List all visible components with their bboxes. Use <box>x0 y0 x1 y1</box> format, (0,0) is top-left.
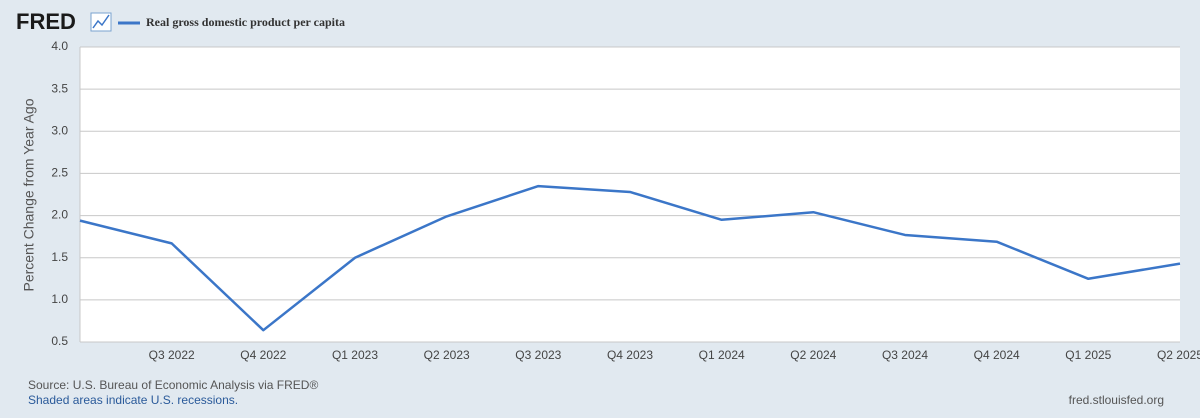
y-axis-title: Percent Change from Year Ago <box>21 98 37 291</box>
x-tick-label: Q4 2022 <box>240 348 286 362</box>
y-tick-label: 2.5 <box>51 166 68 180</box>
logo-icon-line <box>92 14 110 29</box>
x-tick-label: Q3 2022 <box>149 348 195 362</box>
legend-label: Real gross domestic product per capita <box>146 15 345 29</box>
x-tick-label: Q1 2025 <box>1065 348 1111 362</box>
x-tick-label: Q1 2023 <box>332 348 378 362</box>
x-tick-label: Q4 2024 <box>974 348 1020 362</box>
y-tick-label: 0.5 <box>51 334 68 348</box>
x-tick-label: Q2 2025 <box>1157 348 1200 362</box>
credit: fred.stlouisfed.org <box>1069 393 1164 407</box>
y-tick-label: 1.0 <box>51 292 68 306</box>
x-tick-label: Q1 2024 <box>699 348 745 362</box>
x-tick-label: Q2 2024 <box>790 348 836 362</box>
recession-note: Shaded areas indicate U.S. recessions. <box>28 393 238 407</box>
logo-icon <box>90 12 112 32</box>
logo: FRED <box>16 9 76 34</box>
y-tick-label: 1.5 <box>51 250 68 264</box>
y-tick-label: 2.0 <box>51 208 68 222</box>
plot-area <box>80 47 1180 342</box>
source: Source: U.S. Bureau of Economic Analysis… <box>28 378 318 392</box>
x-tick-label: Q2 2023 <box>424 348 470 362</box>
x-tick-label: Q3 2024 <box>882 348 928 362</box>
y-tick-label: 4.0 <box>51 39 68 53</box>
y-tick-label: 3.0 <box>51 123 68 137</box>
data-line <box>79 184 1181 332</box>
x-tick-label: Q4 2023 <box>607 348 653 362</box>
x-tick-label: Q3 2023 <box>515 348 561 362</box>
y-tick-label: 3.5 <box>51 81 68 95</box>
